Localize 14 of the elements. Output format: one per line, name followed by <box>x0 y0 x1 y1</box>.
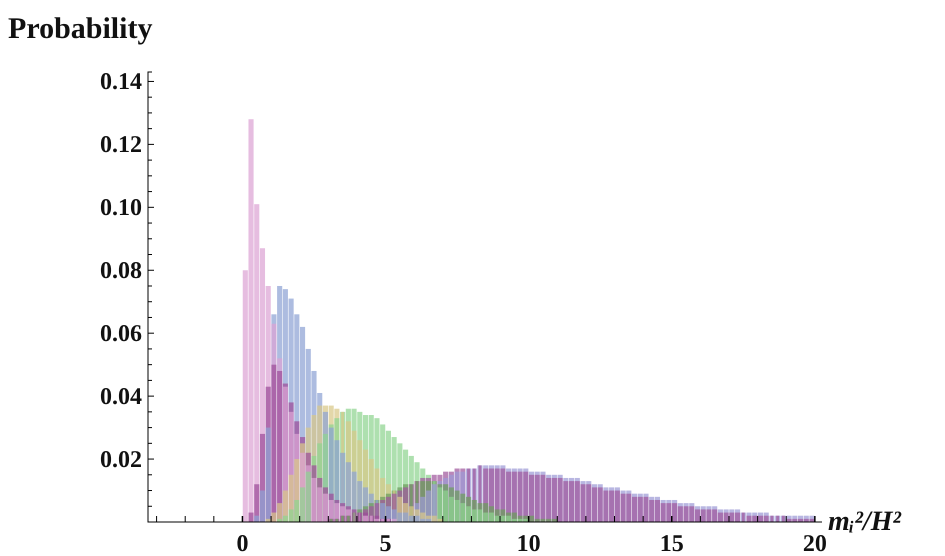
y-tick-label: 0.12 <box>100 132 142 158</box>
x-tick-label: 10 <box>516 531 541 556</box>
x-tick-label: 5 <box>380 531 392 556</box>
y-tick-label: 0.02 <box>100 446 142 473</box>
y-axis-title: Probability <box>8 12 152 45</box>
y-tick-label: 0.14 <box>100 69 142 96</box>
x-axis-title: mᵢ²/H² <box>828 506 902 537</box>
x-tick-label: 15 <box>660 531 684 556</box>
x-tick-label: 20 <box>802 531 827 556</box>
y-tick-label: 0.06 <box>100 320 142 347</box>
y-tick-label: 0.08 <box>100 258 142 284</box>
x-tick-label: 0 <box>236 531 248 556</box>
y-tick-label: 0.10 <box>100 194 142 221</box>
y-tick-label: 0.04 <box>100 384 142 410</box>
